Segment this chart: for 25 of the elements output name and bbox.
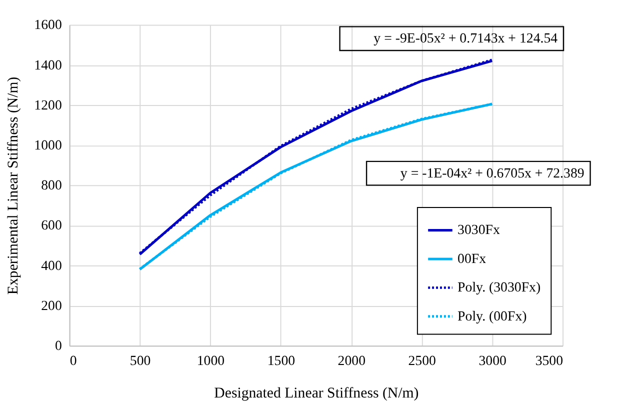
- x-tick-label: 500: [130, 352, 151, 368]
- y-tick-label: 200: [41, 298, 62, 313]
- legend-label: Poly. (00Fx): [458, 308, 527, 324]
- y-tick-label: 800: [41, 178, 62, 193]
- x-axis-title: Designated Linear Stiffness (N/m): [214, 386, 419, 402]
- x-tick-label: 2000: [338, 352, 366, 368]
- y-tick-label: 0: [54, 338, 62, 354]
- legend-label: Poly. (3030Fx): [458, 280, 541, 295]
- y-tick-label: 400: [41, 258, 62, 273]
- x-tick-label: 1000: [196, 352, 225, 368]
- annotation: y = -9E-05x² + 0.7143x + 124.54: [374, 30, 558, 46]
- x-tick-label: 3000: [478, 352, 507, 368]
- annotation: y = -1E-04x² + 0.6705x + 72.389: [400, 165, 584, 180]
- x-tick-label: 3500: [535, 352, 564, 368]
- x-tick-label: 2500: [408, 352, 436, 368]
- y-tick-label: 600: [41, 218, 62, 233]
- y-axis-title: Experimental Linear Stiffness (N/m): [5, 76, 22, 295]
- legend-label: 3030Fx: [458, 222, 500, 238]
- x-tick-label: 0: [70, 352, 77, 368]
- y-tick-label: 1400: [34, 57, 62, 72]
- y-tick-label: 1000: [34, 138, 62, 153]
- x-tick-label: 1500: [267, 352, 296, 368]
- legend-label: 00Fx: [458, 250, 486, 266]
- y-tick-label: 1600: [34, 17, 62, 32]
- y-tick-label: 1200: [34, 97, 62, 112]
